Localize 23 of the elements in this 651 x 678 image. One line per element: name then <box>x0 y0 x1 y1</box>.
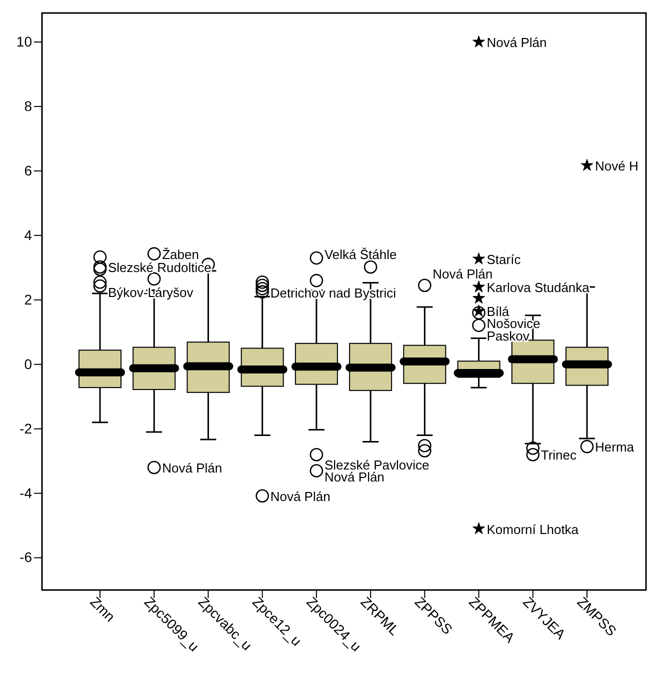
y-tick-label: -4 <box>20 484 32 501</box>
annotation: Paskov <box>486 328 530 344</box>
annotation: Komorní Lhotka <box>486 522 580 537</box>
annotation: Nová Plán <box>270 488 330 504</box>
y-tick-label: 8 <box>24 98 32 114</box>
y-tick-label: -6 <box>20 549 32 566</box>
y-tick-label: 10 <box>16 33 32 50</box>
y-tick-label: 6 <box>24 162 32 178</box>
annotation: Staríc <box>486 252 522 267</box>
y-tick-label: 4 <box>24 226 32 243</box>
y-tick-label: 2 <box>24 291 32 308</box>
annotation: Nová Plán <box>432 266 493 282</box>
annotation: Bílá <box>486 304 510 320</box>
annotation: Velká Štáhle <box>324 246 397 262</box>
annotation: Nová Plán <box>486 35 547 50</box>
annotation: Herma <box>595 440 635 455</box>
annotation: Nová Plán <box>162 460 222 476</box>
annotation: Karlova Studánka <box>486 280 590 295</box>
annotation: Žaben <box>162 246 199 262</box>
annotation: Nové H <box>595 158 638 174</box>
annotation: Trinec <box>540 448 578 463</box>
y-tick-label: 0 <box>24 356 32 372</box>
y-tick-label: -2 <box>20 420 32 436</box>
